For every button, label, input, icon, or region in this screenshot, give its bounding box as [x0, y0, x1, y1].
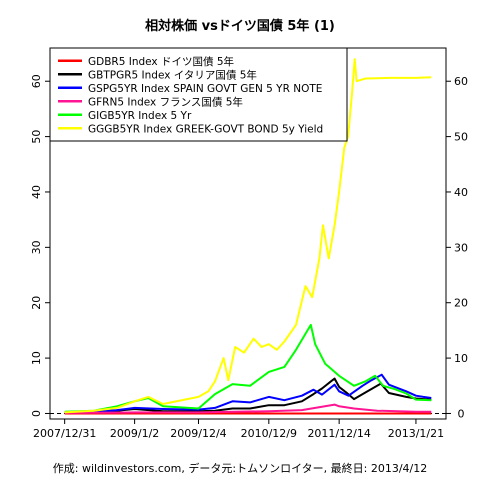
x-tick-label: 2009/1/2 [110, 427, 159, 440]
y-tick-label-left: 50 [30, 130, 43, 144]
axes: 0 0 10 10 20 20 30 30 40 40 50 50 60 60 2007/12/31 2009… [30, 47, 468, 440]
x-tick-label: 2011/12/14 [307, 427, 370, 440]
legend-label-5: GGGB5YR Index GREEK-GOVT BOND 5y Yield [88, 123, 323, 135]
chart-title: 相対株価 vsドイツ国債 5年 (1) [145, 18, 335, 34]
y-tick-label-right: 20 [454, 297, 468, 310]
y-tick-label-right: 10 [454, 352, 468, 365]
legend-label-0: GDBR5 Index ドイツ国債 5年 [88, 55, 234, 68]
x-tick-label: 2010/12/9 [241, 427, 297, 440]
y-tick-label-right: 60 [454, 75, 468, 88]
y-tick-label-right: 40 [454, 186, 468, 199]
plot-area [50, 58, 446, 415]
y-tick-label-left: 30 [30, 240, 43, 254]
series-line-2 [64, 373, 432, 414]
x-tick-label: 2009/12/4 [170, 427, 226, 440]
chart-footer: 作成: wildinvestors.com, データ元:トムソンロイター, 最終… [53, 461, 427, 475]
y-tick-label-right: 0 [458, 407, 465, 420]
y-tick-label-left: 60 [30, 74, 43, 88]
y-tick-label-left: 40 [30, 185, 43, 199]
y-tick-label-left: 0 [30, 410, 43, 417]
legend-box [49, 47, 348, 142]
y-tick-label-left: 10 [30, 351, 43, 365]
x-tick-label: 2007/12/31 [33, 427, 96, 440]
legend-label-2: GSPG5YR Index SPAIN GOVT GEN 5 YR NOTE [88, 83, 322, 95]
legend-label-1: GBTPGR5 Index イタリア国債 5年 [88, 68, 257, 81]
y-tick-label-right: 30 [454, 241, 468, 254]
y-tick-label-left: 20 [30, 296, 43, 310]
series-line-3 [64, 403, 432, 414]
series-line-4 [64, 323, 432, 413]
y-tick-label-right: 50 [454, 131, 468, 144]
legend-label-4: GIGB5YR Index 5 Yr [88, 110, 192, 122]
series-line-5 [64, 58, 432, 414]
legend-label-3: GFRN5 Index フランス国債 5年 [88, 95, 243, 108]
x-tick-label: 2013/1/21 [388, 427, 444, 440]
